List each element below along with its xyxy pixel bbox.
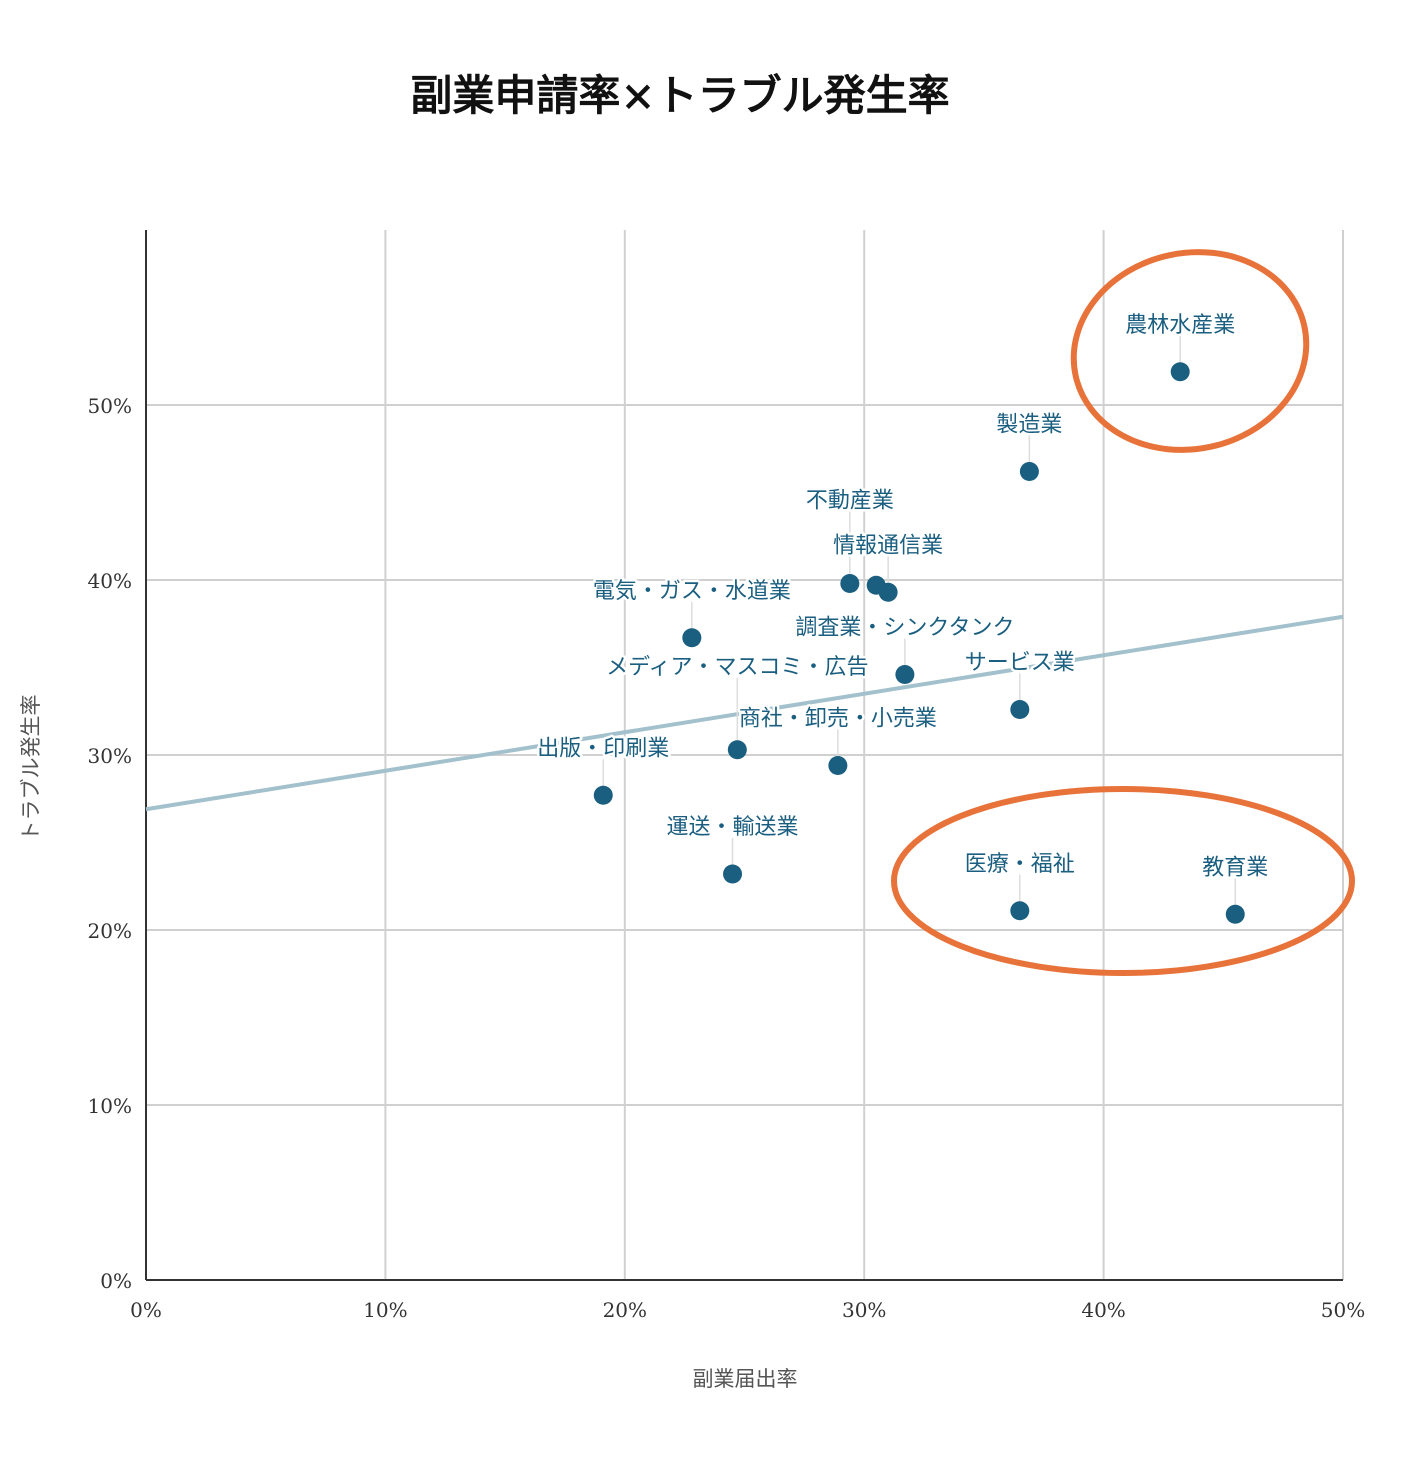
- point-label: 商社・卸売・小売業: [739, 707, 937, 732]
- point-label: 製造業: [996, 413, 1062, 438]
- point-label: 運送・輸送業: [667, 815, 799, 840]
- data-point: [1225, 904, 1245, 924]
- data-point: [1019, 462, 1039, 481]
- data-point: [1170, 362, 1190, 382]
- point-label: 農林水産業: [1125, 313, 1235, 338]
- data-point: [895, 665, 915, 684]
- data-point: [682, 628, 702, 648]
- highlight-ellipse-medical-education: [891, 786, 1355, 976]
- data-point: [727, 740, 747, 760]
- x-tick-label: 0%: [130, 1298, 162, 1322]
- y-tick-label: 10%: [88, 1094, 132, 1118]
- y-tick-label: 40%: [88, 569, 132, 593]
- x-tick-label: 10%: [363, 1298, 407, 1322]
- x-tick-label: 20%: [603, 1298, 647, 1322]
- point-label: サービス業: [965, 651, 1075, 676]
- point-label: 情報通信業: [833, 533, 943, 558]
- x-axis-title: 副業届出率: [693, 1367, 798, 1391]
- data-point: [840, 574, 860, 593]
- y-axis-title: トラブル発生率: [19, 695, 43, 842]
- y-tick-label: 0%: [100, 1269, 132, 1293]
- point-label: 調査業・シンクタンク: [795, 616, 1014, 641]
- highlight-ellipse-agriculture: [1070, 249, 1310, 453]
- data-point: [1010, 901, 1030, 921]
- data-point: [593, 785, 613, 805]
- chart-title: 副業申請率×トラブル発生率: [410, 71, 950, 120]
- point-label: 教育業: [1202, 855, 1268, 880]
- data-point: [723, 864, 743, 884]
- trendline: [145, 614, 1344, 812]
- point-label: 不動産業: [806, 489, 894, 514]
- point-label: 出版・印刷業: [537, 736, 669, 761]
- y-tick-label: 20%: [88, 919, 132, 943]
- y-tick-label: 30%: [88, 744, 132, 768]
- y-tick-label: 50%: [88, 394, 132, 418]
- data-point: [828, 756, 848, 775]
- x-tick-label: 50%: [1321, 1298, 1365, 1322]
- data-point: [1010, 700, 1030, 719]
- point-label: 電気・ガス・水道業: [593, 579, 791, 604]
- point-label: 医療・福祉: [965, 852, 1075, 877]
- x-tick-label: 40%: [1081, 1298, 1125, 1322]
- data-point: [878, 582, 898, 602]
- x-tick-label: 30%: [842, 1298, 886, 1322]
- point-label: メディア・マスコミ・広告: [606, 655, 868, 680]
